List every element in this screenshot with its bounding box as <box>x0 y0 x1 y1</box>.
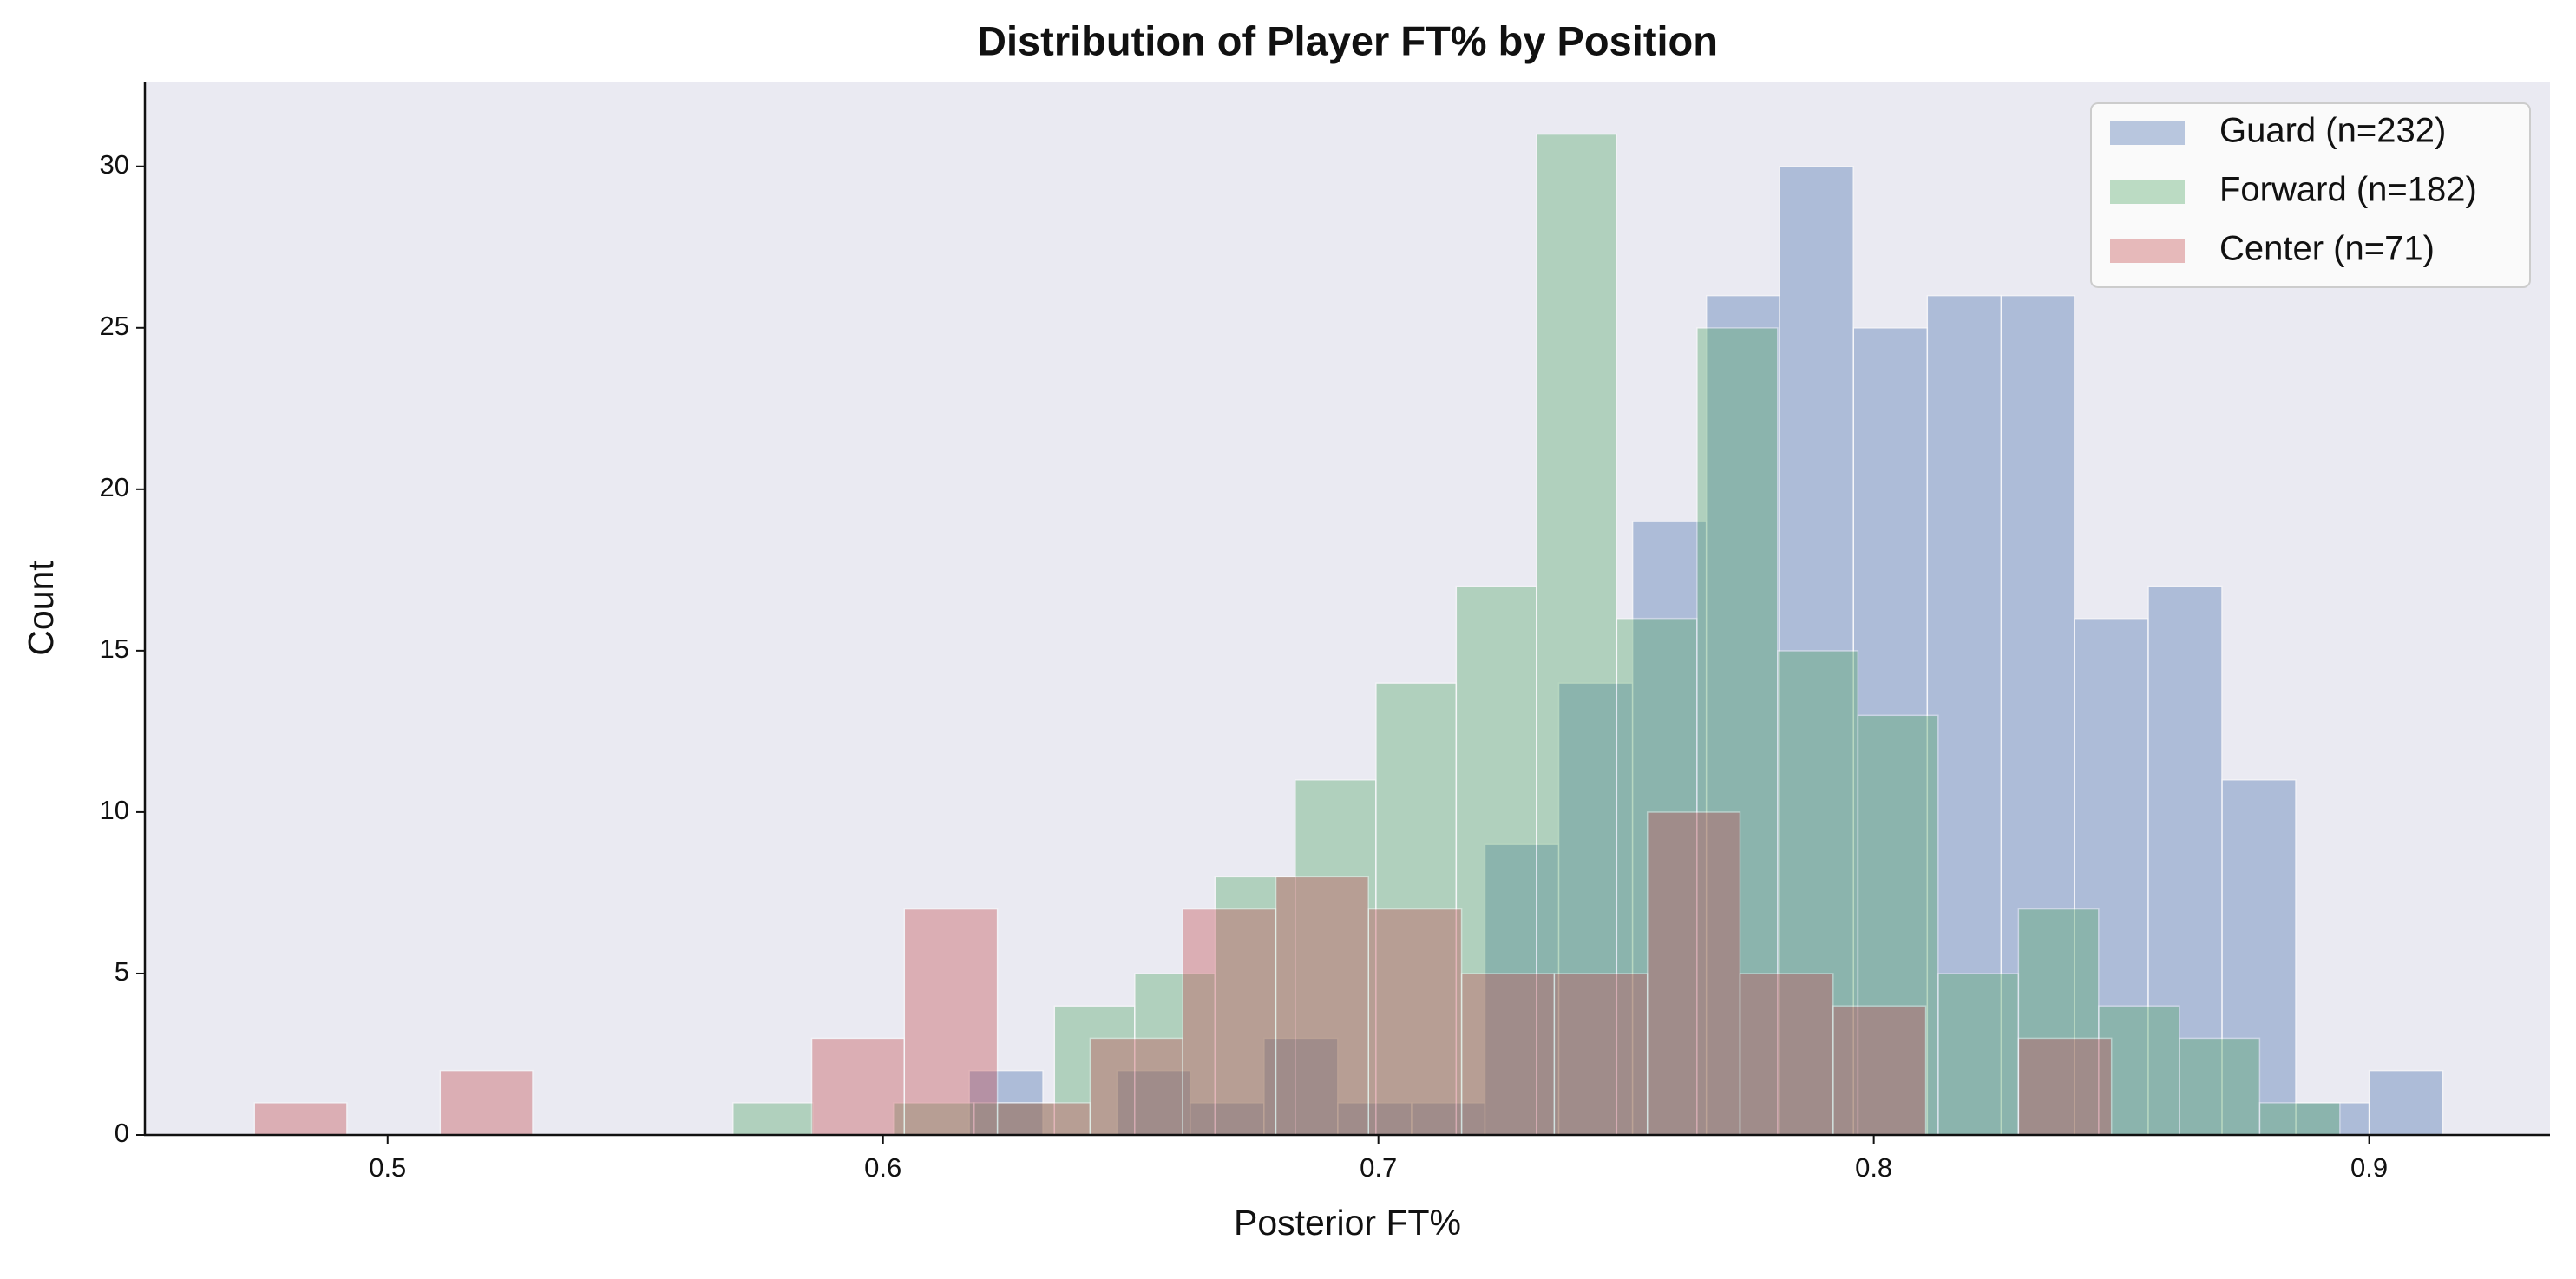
bar <box>2074 617 2149 1136</box>
chart-title: Distribution of Player FT% by Position <box>977 17 1718 63</box>
x-tick-label: 0.8 <box>1855 1152 1892 1183</box>
bar <box>892 1102 975 1136</box>
bar <box>1275 876 1370 1136</box>
bar <box>1375 682 1458 1136</box>
legend-swatch <box>2110 180 2185 204</box>
bar <box>1646 811 1741 1136</box>
bar <box>903 908 999 1136</box>
bar <box>1705 294 1780 1136</box>
x-axis-label: Posterior FT% <box>1234 1203 1461 1243</box>
bar <box>1214 876 1296 1136</box>
legend-label: Center (n=71) <box>2219 230 2435 268</box>
bar <box>1484 843 1560 1136</box>
bar <box>2017 908 2100 1136</box>
bar <box>2295 1102 2370 1136</box>
y-tick-label: 30 <box>100 149 129 180</box>
legend: Guard (n=232) Forward (n=182) Center (n=71… <box>2090 102 2531 288</box>
bar <box>1777 650 1859 1136</box>
bar <box>1182 908 1277 1136</box>
legend-swatch <box>2110 121 2185 145</box>
bar <box>2179 1037 2261 1136</box>
bar <box>2098 1005 2180 1136</box>
bar <box>1832 1005 1927 1136</box>
bar <box>1852 327 1929 1136</box>
bar <box>1134 973 1216 1136</box>
bar <box>1460 973 1556 1136</box>
bars <box>253 133 2444 1136</box>
y-tick-label: 25 <box>100 311 129 341</box>
y-tick-label: 5 <box>115 956 129 987</box>
bar <box>2221 778 2297 1136</box>
bar <box>1295 778 1377 1136</box>
bar <box>1696 327 1779 1136</box>
x-tick-label: 0.5 <box>369 1152 406 1183</box>
legend-label: Guard (n=232) <box>2219 112 2446 150</box>
y-tick-label: 0 <box>115 1118 129 1148</box>
bar <box>1857 714 1939 1136</box>
x-tick-label: 0.6 <box>864 1152 901 1183</box>
bar <box>1631 521 1708 1136</box>
bar <box>1553 973 1649 1136</box>
bar <box>1116 1069 1191 1136</box>
bar <box>731 1102 814 1136</box>
y-axis-label: Count <box>21 561 61 656</box>
bar <box>1089 1037 1183 1136</box>
bar <box>2147 585 2223 1136</box>
legend-box <box>2090 102 2531 288</box>
bar <box>2000 294 2075 1136</box>
bar <box>2368 1069 2444 1136</box>
bar <box>1739 973 1834 1136</box>
bar <box>1616 617 1698 1136</box>
bar <box>1455 585 1537 1136</box>
bar <box>253 1102 348 1136</box>
x-tick-label: 0.7 <box>1360 1152 1397 1183</box>
bar <box>1557 682 1634 1136</box>
bar <box>1937 973 2020 1136</box>
bar <box>1536 133 1618 1136</box>
legend-swatch <box>2110 239 2185 263</box>
bar <box>1926 294 2002 1136</box>
legend-label: Forward (n=182) <box>2219 171 2477 209</box>
y-tick-label: 15 <box>100 633 129 664</box>
bar <box>968 1069 1044 1136</box>
bar <box>810 1037 906 1136</box>
bar <box>1189 1102 1265 1136</box>
bar <box>996 1102 1091 1136</box>
bar <box>1053 1005 1136 1136</box>
bar <box>2017 1037 2113 1136</box>
y-tick-label: 20 <box>100 472 129 502</box>
y-tick-label: 10 <box>100 795 129 825</box>
bar <box>2258 1102 2341 1136</box>
bar <box>1367 908 1463 1136</box>
bar <box>439 1069 534 1136</box>
x-tick-label: 0.9 <box>2350 1152 2388 1183</box>
